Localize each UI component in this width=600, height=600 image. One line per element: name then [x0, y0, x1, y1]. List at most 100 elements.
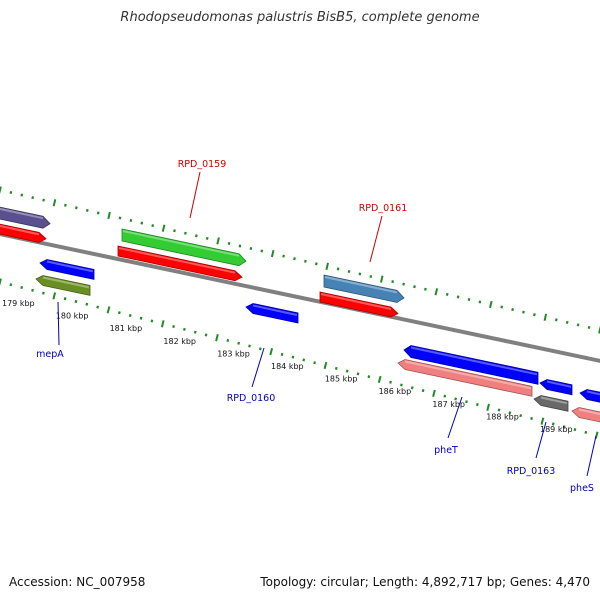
reverse-tick	[248, 344, 251, 348]
reverse-tick	[508, 411, 512, 415]
gene-arrow-highlight	[320, 293, 392, 310]
reverse-tick-track	[0, 278, 599, 439]
reverse-tick	[258, 347, 262, 351]
gene-label: RPD_0160	[227, 393, 276, 404]
forward-tick	[161, 224, 166, 232]
label-leader-line	[535, 421, 547, 459]
forward-tick	[336, 267, 340, 271]
reverse-tick	[280, 352, 284, 356]
forward-tick	[249, 247, 253, 251]
reverse-tick	[497, 408, 501, 412]
gene-features	[0, 206, 600, 423]
forward-tick	[205, 236, 209, 240]
reverse-tick	[63, 297, 67, 301]
gene-arrow-highlight	[540, 396, 568, 405]
reverse-tick	[160, 320, 165, 328]
gene-arrow-highlight	[586, 390, 600, 396]
forward-tick	[238, 244, 242, 248]
forward-tick	[184, 231, 187, 235]
forward-tick	[151, 224, 155, 228]
forward-tick	[424, 287, 427, 291]
label-leader-line	[447, 396, 463, 439]
forward-tick	[96, 211, 100, 215]
reverse-tick	[172, 325, 175, 329]
forward-tick	[304, 259, 307, 263]
forward-tick	[52, 199, 57, 207]
reverse-tick	[52, 292, 57, 300]
forward-tick	[118, 216, 122, 220]
forward-tick	[325, 262, 329, 271]
forward-tick	[511, 308, 514, 312]
kbp-tick-label: 187 kbp	[432, 400, 465, 409]
reverse-tick	[389, 380, 392, 384]
gene-label: RPD_0163	[507, 466, 556, 477]
forward-tick	[42, 198, 45, 202]
gene-arrow	[0, 206, 51, 229]
reverse-tick	[183, 327, 186, 331]
forward-tick	[20, 193, 24, 197]
forward-tick	[64, 203, 67, 207]
forward-tick	[260, 249, 264, 253]
reverse-tick	[540, 417, 545, 425]
reverse-tick	[85, 302, 89, 306]
forward-tick	[565, 320, 569, 324]
gene-arrow-highlight	[122, 230, 240, 257]
label-leader-line	[189, 171, 201, 219]
gene-arrow-highlight	[0, 207, 44, 220]
reverse-tick	[269, 347, 274, 356]
reverse-tick	[215, 334, 219, 342]
reverse-tick	[96, 305, 100, 309]
forward-tick	[107, 211, 111, 220]
reverse-tick	[291, 355, 295, 359]
forward-tick	[216, 237, 220, 245]
reverse-tick	[20, 286, 24, 290]
reverse-tick	[0, 278, 2, 286]
reverse-tick	[356, 372, 360, 376]
forward-tick	[293, 257, 296, 261]
gene-label: RPD_0161	[359, 203, 408, 214]
kbp-tick-label: 188 kbp	[486, 412, 519, 421]
reverse-tick	[530, 416, 533, 420]
reverse-tick	[204, 333, 208, 337]
forward-tick	[282, 254, 285, 258]
gene-arrow-highlight	[410, 346, 538, 376]
forward-tick-track	[0, 186, 600, 334]
gene-label: RPD_0159	[178, 159, 227, 170]
reverse-tick	[475, 403, 479, 407]
reverse-tick	[193, 330, 197, 334]
reverse-tick	[42, 291, 45, 295]
forward-tick	[347, 269, 351, 273]
gene-arrow	[245, 303, 299, 324]
forward-tick	[140, 221, 144, 225]
kbp-tick-labels: 179 kbp 180 kbp 181 kbp 182 kbp 183 kbp 184 k…	[2, 299, 573, 434]
gene-arrow	[571, 407, 600, 423]
forward-tick	[500, 305, 504, 309]
forward-tick	[9, 191, 13, 195]
kbp-tick-label: 185 kbp	[325, 375, 358, 384]
forward-tick	[587, 325, 591, 329]
reverse-tick	[117, 311, 121, 315]
reverse-tick	[237, 341, 241, 345]
forward-tick	[380, 275, 384, 283]
reverse-tick	[584, 430, 588, 434]
forward-tick	[358, 272, 362, 276]
forward-tick	[478, 300, 482, 304]
kbp-tick-label: 180 kbp	[56, 312, 89, 321]
reverse-tick	[421, 389, 425, 393]
forward-tick	[391, 280, 394, 284]
reverse-tick	[465, 400, 468, 404]
forward-tick	[533, 313, 536, 317]
reverse-tick	[367, 375, 371, 379]
gene-arrow	[35, 275, 91, 296]
forward-tick	[75, 206, 78, 210]
forward-tick	[0, 186, 2, 194]
gene-arrow	[39, 259, 95, 280]
forward-tick	[489, 300, 493, 309]
reverse-tick	[454, 397, 458, 401]
reverse-tick	[313, 361, 316, 365]
kbp-tick-label: 182 kbp	[163, 337, 196, 346]
reverse-tick	[562, 425, 566, 429]
kbp-tick-label: 186 kbp	[379, 387, 412, 396]
kbp-tick-label: 181 kbp	[110, 324, 143, 333]
